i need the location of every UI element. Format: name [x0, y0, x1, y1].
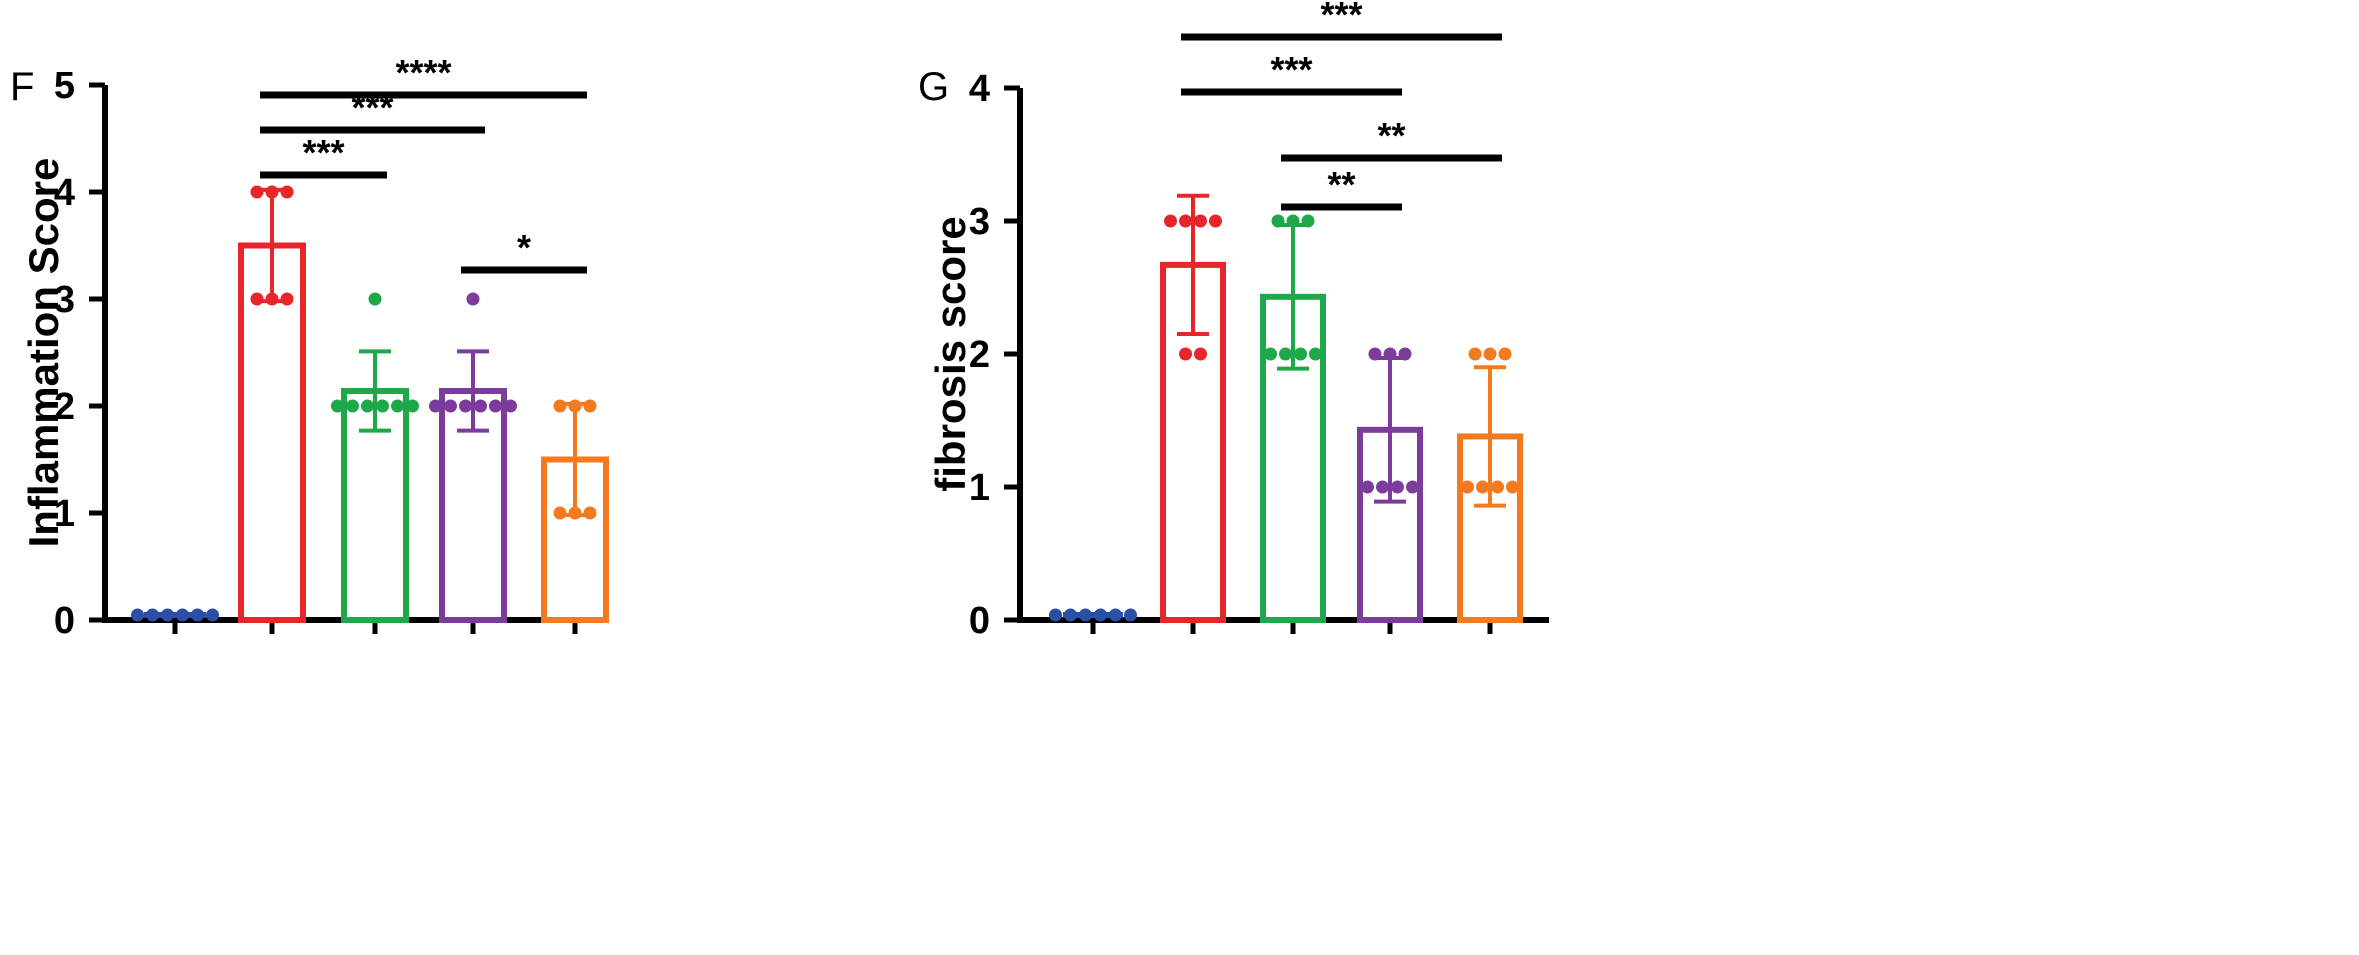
data-point	[466, 292, 480, 306]
significance-label: ***	[302, 132, 344, 173]
data-point	[1109, 608, 1122, 622]
data-point	[1264, 347, 1277, 361]
data-point	[250, 185, 264, 199]
significance-label: ***	[1320, 0, 1362, 35]
data-point	[1279, 347, 1292, 361]
data-point	[1194, 347, 1207, 361]
data-point	[553, 399, 567, 413]
data-point	[1209, 214, 1222, 228]
data-point	[459, 399, 472, 413]
y-tick-label: 0	[54, 600, 75, 642]
data-point	[553, 506, 567, 520]
data-point	[146, 608, 159, 622]
data-point	[280, 292, 294, 306]
data-point	[176, 608, 189, 622]
y-tick-label: 4	[54, 172, 75, 214]
significance-label: ***	[1270, 49, 1312, 90]
data-point	[1376, 480, 1389, 494]
data-point	[1194, 214, 1207, 228]
data-point	[250, 292, 264, 306]
data-point	[131, 608, 144, 622]
y-axis-label: Inflammation Score	[20, 158, 67, 548]
data-point	[1406, 480, 1419, 494]
data-point	[568, 399, 582, 413]
data-point	[1498, 347, 1512, 361]
data-point	[331, 399, 344, 413]
data-point	[1079, 608, 1092, 622]
significance-label: **	[1377, 115, 1405, 156]
y-tick-label: 0	[969, 600, 990, 642]
data-point	[1301, 214, 1315, 228]
data-point	[1124, 608, 1137, 622]
y-tick-label: 1	[969, 467, 990, 509]
data-point	[1286, 214, 1300, 228]
data-point	[280, 185, 294, 199]
data-point	[376, 399, 389, 413]
significance-label: ****	[395, 52, 451, 93]
y-tick-label: 3	[54, 279, 75, 321]
data-point	[1094, 608, 1107, 622]
data-point	[1064, 608, 1077, 622]
data-point	[1164, 214, 1177, 228]
panel-label: G	[918, 65, 949, 109]
data-point	[1179, 214, 1192, 228]
y-axis-label: fibrosis score	[927, 216, 974, 491]
data-point	[265, 185, 279, 199]
y-tick-label: 3	[969, 201, 990, 243]
data-point	[1461, 480, 1474, 494]
data-point	[1271, 214, 1285, 228]
data-point	[568, 506, 582, 520]
y-tick-label: 1	[54, 493, 75, 535]
y-tick-label: 4	[969, 68, 990, 110]
data-point	[1398, 347, 1412, 361]
data-point	[583, 506, 597, 520]
data-point	[1391, 480, 1404, 494]
data-point	[474, 399, 487, 413]
data-point	[1468, 347, 1482, 361]
data-point	[489, 399, 502, 413]
data-point	[368, 292, 382, 306]
data-point	[1491, 480, 1504, 494]
y-tick-label: 5	[54, 65, 75, 107]
data-point	[1294, 347, 1307, 361]
data-point	[1361, 480, 1374, 494]
data-point	[444, 399, 457, 413]
significance-label: **	[1327, 164, 1355, 205]
data-point	[391, 399, 404, 413]
data-point	[1383, 347, 1397, 361]
data-point	[206, 608, 219, 622]
data-point	[1049, 608, 1062, 622]
data-point	[1506, 480, 1519, 494]
y-tick-label: 2	[969, 334, 990, 376]
data-point	[1476, 480, 1489, 494]
significance-label: *	[517, 227, 531, 268]
data-point	[1368, 347, 1382, 361]
data-point	[1483, 347, 1497, 361]
data-point	[346, 399, 359, 413]
data-point	[504, 399, 517, 413]
panel-label: F	[10, 65, 34, 109]
data-point	[406, 399, 419, 413]
data-point	[161, 608, 174, 622]
data-point	[361, 399, 374, 413]
data-point	[583, 399, 597, 413]
data-point	[429, 399, 442, 413]
data-point	[265, 292, 279, 306]
data-point	[191, 608, 204, 622]
data-point	[1309, 347, 1322, 361]
data-point	[1179, 347, 1192, 361]
y-tick-label: 2	[54, 386, 75, 428]
